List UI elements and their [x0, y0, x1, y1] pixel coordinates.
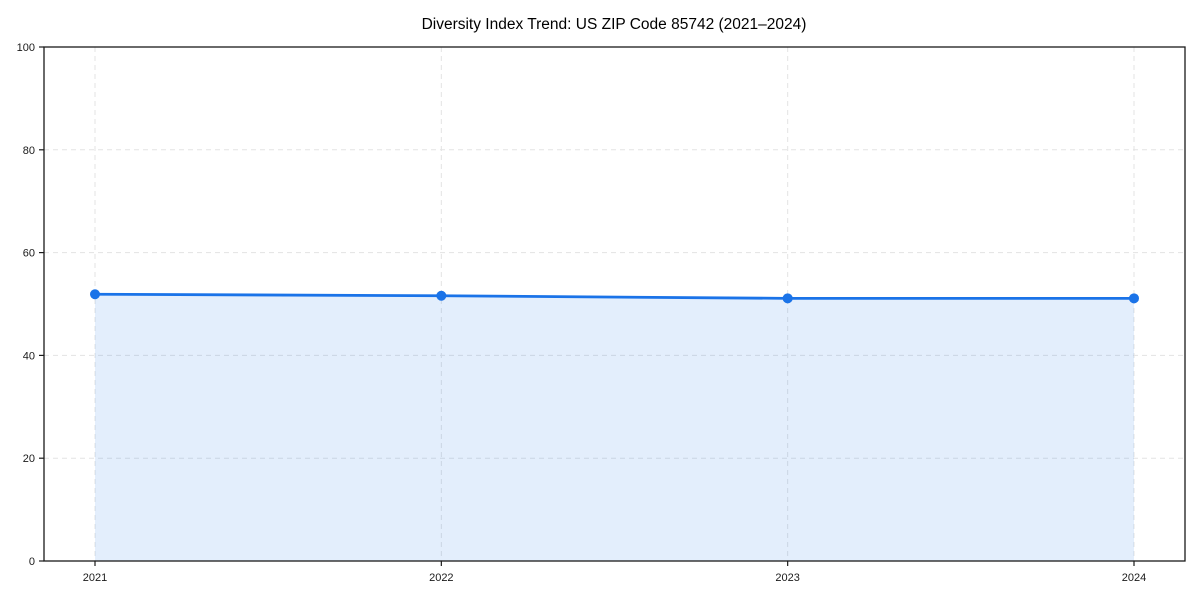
data-point-marker [436, 290, 447, 301]
y-tick-label: 80 [23, 145, 35, 157]
y-tick-label: 40 [23, 350, 35, 362]
y-tick-label: 60 [23, 248, 35, 260]
axis-tick-labels: 0 20 40 60 80 100 2021 2022 2023 2024 [17, 42, 1147, 584]
x-tick-label: 2021 [83, 572, 107, 584]
plot-border [43, 46, 1186, 562]
data-point-marker [1129, 293, 1139, 304]
chart-title: Diversity Index Trend: US ZIP Code 85742… [422, 16, 807, 33]
y-tick-label: 20 [23, 453, 35, 465]
y-tick-label: 0 [29, 556, 35, 568]
trend-line [93, 292, 1136, 300]
area-line-series [90, 289, 1139, 561]
area-fill [95, 294, 1134, 561]
data-point-marker [782, 293, 793, 304]
plot-border-rect [43, 46, 1186, 562]
data-point-marker [90, 289, 100, 300]
axis-ticks [39, 46, 1135, 566]
gridlines [44, 47, 1185, 561]
y-tick-label: 100 [17, 42, 35, 54]
x-tick-label: 2022 [429, 572, 453, 584]
x-tick-label: 2023 [775, 572, 799, 584]
x-tick-label: 2024 [1122, 572, 1146, 584]
